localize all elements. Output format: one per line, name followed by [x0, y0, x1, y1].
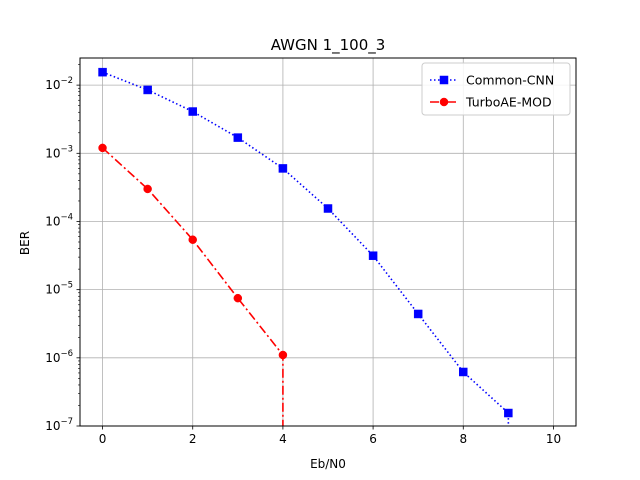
data-point-common-cnn: [98, 67, 107, 77]
data-point-common-cnn: [143, 85, 152, 95]
x-axis-label: Eb/N0: [310, 457, 346, 471]
data-point-turboae-mod: [188, 235, 197, 244]
data-point-common-cnn: [278, 164, 288, 173]
x-tick-label: 10: [546, 432, 561, 446]
data-point-common-cnn: [188, 107, 197, 116]
data-point-common-cnn: [504, 408, 513, 418]
data-point-common-cnn: [459, 367, 468, 377]
data-point-turboae-mod: [143, 184, 152, 194]
data-point-common-cnn: [323, 204, 333, 213]
x-tick-label: 2: [189, 432, 197, 446]
x-tick-label: 4: [279, 432, 287, 446]
axis-ticks: 0 2 4 6 8 10 10−7 10−6 10−5 10−4 10−3 10−2: [45, 64, 561, 446]
series-common-cnn: [98, 67, 513, 426]
x-tick-label: 0: [99, 432, 107, 446]
y-tick-label: 10−6: [45, 349, 73, 365]
data-point-turboae-mod: [278, 350, 288, 360]
data-point-common-cnn: [368, 251, 378, 260]
series-turboae-mod: [98, 143, 288, 426]
y-tick-label: 10−3: [45, 144, 73, 160]
x-tick-label: 6: [369, 432, 377, 446]
data-point-turboae-mod: [233, 293, 243, 303]
plot-series: [98, 67, 513, 426]
data-point-common-cnn: [413, 309, 423, 319]
legend-marker-turboae-mod: [439, 97, 449, 107]
data-point-common-cnn: [233, 133, 243, 142]
chart-title: AWGN 1_100_3: [271, 36, 386, 55]
legend-label-turboae-mod: TurboAE-MOD: [465, 95, 552, 110]
legend: Common-CNN TurboAE-MOD: [421, 62, 571, 116]
y-axis-label: BER: [18, 231, 32, 255]
legend-label-common-cnn: Common-CNN: [466, 73, 554, 88]
y-tick-label: 10−7: [45, 417, 73, 433]
legend-marker-common-cnn: [439, 75, 449, 85]
x-tick-label: 8: [459, 432, 467, 446]
y-tick-label: 10−4: [45, 212, 73, 228]
y-tick-label: 10−5: [45, 281, 73, 297]
data-point-turboae-mod: [98, 143, 107, 153]
series-line-turboae-mod: [102, 147, 284, 426]
legend-box: [421, 62, 571, 116]
y-tick-label: 10−2: [45, 76, 73, 92]
